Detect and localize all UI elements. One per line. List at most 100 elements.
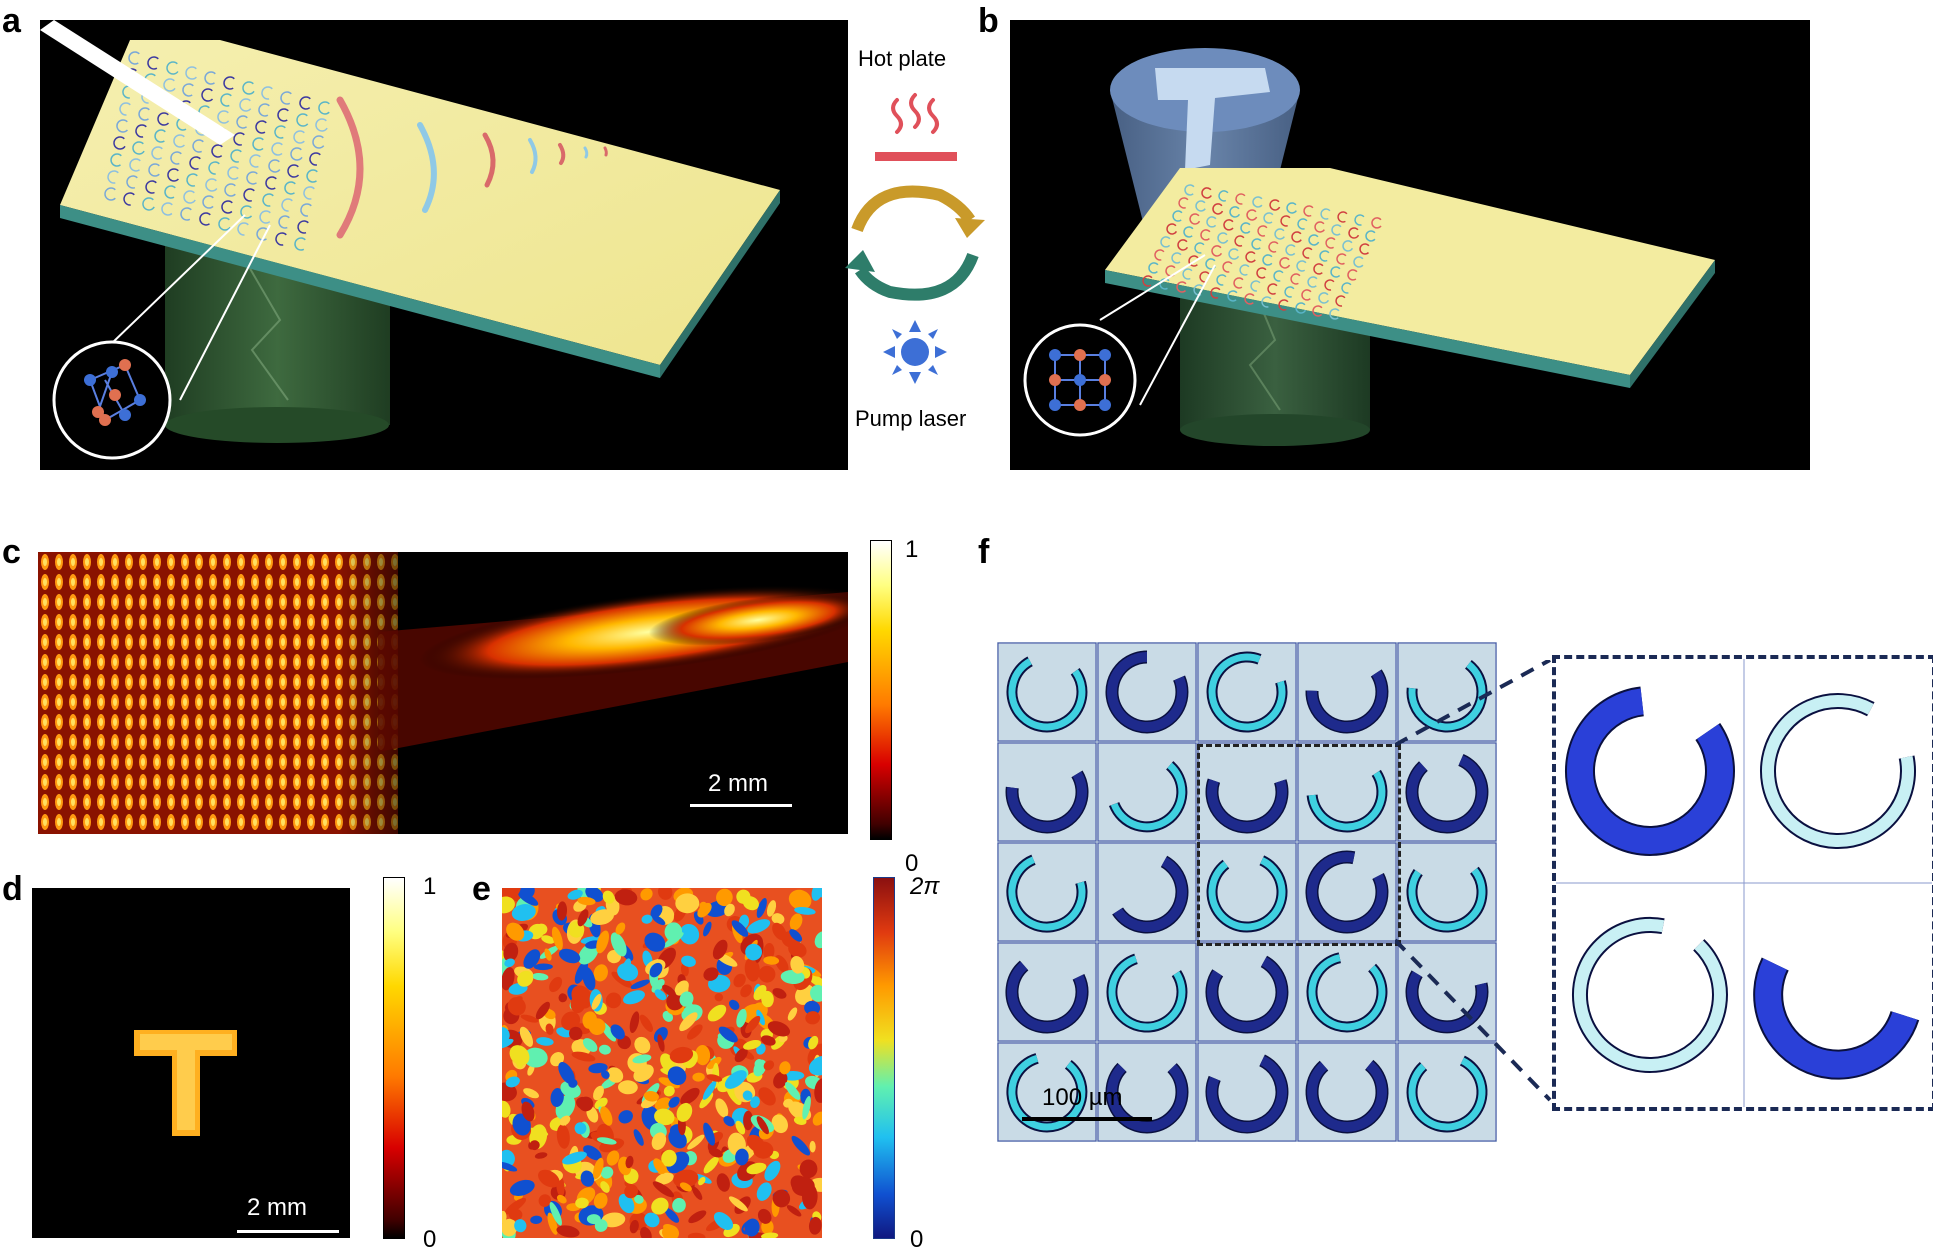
phase-speckle <box>593 964 608 982</box>
meta-atom-ring <box>1216 274 1227 286</box>
phase-speckle <box>502 1100 511 1118</box>
meta-atom-ring <box>287 164 300 178</box>
meta-atom-ring <box>1234 235 1245 247</box>
phase-speckle <box>633 1129 644 1146</box>
split-ring-resonator <box>1207 778 1287 832</box>
phase-speckle <box>724 903 735 917</box>
phase-speckle <box>679 1012 698 1032</box>
phase-speckle <box>509 1045 530 1066</box>
meta-atom-ring <box>277 108 289 122</box>
meta-atom-ring <box>1359 243 1370 255</box>
split-ring-resonator <box>1307 1061 1387 1132</box>
panel-b-svg <box>1023 48 1715 446</box>
phase-speckle <box>593 1192 608 1209</box>
meta-atom-ring <box>1183 226 1194 238</box>
meta-atom-ring <box>1240 222 1251 234</box>
phase-speckle <box>679 991 694 1007</box>
phase-speckle <box>718 1026 738 1043</box>
meta-atom-array <box>104 51 330 251</box>
panel-f-zoom-inset <box>1552 655 1933 1111</box>
phase-speckle <box>521 1101 535 1122</box>
meta-atom-ring <box>1256 267 1267 279</box>
phase-speckle <box>740 984 752 998</box>
phase-speckle <box>502 896 515 914</box>
phase-speckle <box>534 1152 548 1159</box>
meta-atom-ring <box>1223 219 1234 231</box>
meta-atom-ring <box>1347 269 1358 281</box>
meta-atom-ring <box>182 83 194 97</box>
metasurface-slab-edge <box>1105 270 1630 388</box>
cycle-arrow-top <box>851 185 975 233</box>
meta-atom-ring <box>1297 218 1308 230</box>
split-ring-resonator <box>1408 1057 1486 1131</box>
phase-speckle <box>571 1051 596 1062</box>
phase-speckle <box>549 1202 562 1226</box>
focused-beam <box>378 585 848 752</box>
phase-speckle <box>702 1080 717 1100</box>
phase-speckle <box>663 932 684 948</box>
phase-speckle <box>791 1176 815 1197</box>
phase-speckle <box>558 948 581 964</box>
phase-speckle <box>514 1219 527 1233</box>
phase-speckle <box>568 1026 583 1041</box>
phase-speckle <box>517 970 534 987</box>
phase-speckle <box>783 1098 794 1108</box>
phase-speckle <box>582 1038 598 1052</box>
split-ring-resonator <box>1008 856 1086 931</box>
phase-speckle <box>551 926 563 951</box>
meta-atom-ring <box>224 183 236 197</box>
phase-speckle <box>723 1116 735 1127</box>
meta-atom-ring <box>261 86 273 100</box>
phase-speckle <box>687 1232 706 1238</box>
phase-speckle <box>558 993 568 1003</box>
phase-speckle <box>808 1216 822 1235</box>
meta-atom-ring <box>1200 229 1211 241</box>
phase-speckle <box>634 1194 644 1204</box>
phase-speckle <box>760 1035 776 1046</box>
meta-atom-ring <box>1354 214 1365 226</box>
phase-speckle <box>536 1037 554 1046</box>
meta-atom-ring <box>199 212 211 226</box>
meta-atom-ring <box>192 139 204 153</box>
meta-atom-ring <box>186 173 198 187</box>
meta-atom-ring <box>1268 241 1279 253</box>
phase-speckle <box>538 1194 551 1207</box>
meta-atom-ring <box>142 197 155 211</box>
phase-speckle <box>561 1011 581 1031</box>
phase-speckle <box>664 1208 680 1223</box>
metasurface-slab-top <box>60 40 780 365</box>
phase-speckle <box>614 889 638 906</box>
phase-speckle <box>706 1074 723 1082</box>
meta-atom-ring <box>1189 213 1201 225</box>
phase-speckle <box>502 1027 510 1043</box>
phase-speckle <box>757 1208 772 1224</box>
phase-speckle <box>673 1169 699 1188</box>
phase-speckle <box>545 1023 554 1035</box>
split-ring-resonator <box>1208 857 1286 931</box>
meta-atom-ring <box>167 168 179 182</box>
phase-speckle <box>506 922 525 941</box>
cycle-diagram <box>845 80 985 390</box>
phase-speckle <box>639 1014 653 1032</box>
phase-speckle <box>750 1096 760 1108</box>
meta-atom-ring <box>205 178 218 192</box>
meta-atom-ring <box>218 217 231 231</box>
phase-speckle <box>814 931 822 949</box>
phase-speckle <box>541 935 555 944</box>
input-beam <box>40 20 235 145</box>
phase-speckle <box>724 1070 747 1089</box>
colorbar-d-max: 1 <box>423 873 437 900</box>
phase-speckle <box>559 1115 571 1126</box>
meta-atom-ring <box>243 188 255 202</box>
split-ring-resonator-zoom <box>1566 688 1733 854</box>
phase-speckle <box>655 1172 674 1185</box>
split-ring-resonator-zoom <box>1573 918 1726 1071</box>
panel-label-a: a <box>2 2 21 40</box>
phase-speckle <box>805 1011 821 1025</box>
panel-label-c: c <box>2 533 21 571</box>
phase-speckle <box>747 919 771 934</box>
phase-speckle <box>507 997 526 1016</box>
phase-speckle <box>661 1149 677 1167</box>
phase-speckle <box>679 923 700 945</box>
meta-atom-ring <box>185 66 197 80</box>
